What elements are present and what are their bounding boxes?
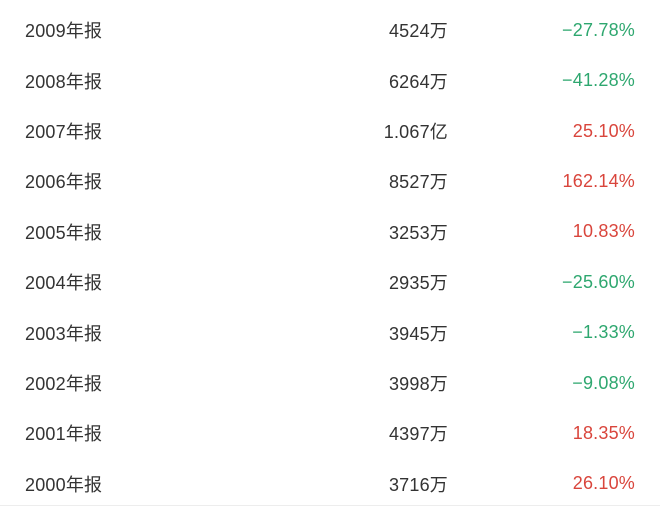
report-period: 2007年报 (25, 122, 103, 143)
report-row[interactable]: 2007年报 1.067亿 25.10% (25, 106, 635, 156)
report-period: 2006年报 (25, 172, 103, 193)
report-change-percent: 162.14% (562, 170, 635, 191)
report-change-percent: −27.78% (562, 19, 635, 40)
report-value: 3945万 (388, 323, 448, 344)
report-change-percent: 26.10% (572, 473, 635, 494)
report-value: 4397万 (388, 424, 448, 445)
report-period: 2003年报 (25, 323, 103, 344)
report-period: 2000年报 (25, 474, 103, 495)
report-value: 3716万 (388, 474, 448, 495)
report-change-percent: −41.28% (562, 70, 635, 91)
report-change-percent: 25.10% (572, 120, 635, 141)
report-value: 6264万 (388, 71, 448, 92)
report-row[interactable]: 2005年报 3253万 10.83% (25, 207, 635, 257)
report-value: 4524万 (388, 21, 448, 42)
report-value: 3253万 (388, 222, 448, 243)
report-row[interactable]: 2009年报 4524万 −27.78% (25, 5, 635, 55)
report-period: 2009年报 (25, 21, 103, 42)
report-change-percent: −9.08% (572, 372, 635, 393)
report-period: 2004年报 (25, 273, 103, 294)
report-period: 2008年报 (25, 71, 103, 92)
report-row[interactable]: 2001年报 4397万 18.35% (25, 408, 635, 458)
report-change-percent: −1.33% (572, 322, 635, 343)
report-row[interactable]: 2003年报 3945万 −1.33% (25, 307, 635, 357)
report-row[interactable]: 2006年报 8527万 162.14% (25, 156, 635, 206)
report-row[interactable]: 2008年报 6264万 −41.28% (25, 55, 635, 105)
report-change-percent: 18.35% (572, 422, 635, 443)
report-value: 3998万 (388, 374, 448, 395)
report-row[interactable]: 2002年报 3998万 −9.08% (25, 358, 635, 408)
report-value: 1.067亿 (383, 122, 448, 143)
report-period: 2005年报 (25, 222, 103, 243)
report-row[interactable]: 2000年报 3716万 26.10% (25, 459, 635, 509)
report-period: 2002年报 (25, 374, 103, 395)
report-value: 2935万 (388, 273, 448, 294)
report-value: 8527万 (388, 172, 448, 193)
bottom-divider (0, 505, 660, 506)
report-change-percent: 10.83% (572, 221, 635, 242)
report-change-percent: −25.60% (562, 271, 635, 292)
report-row[interactable]: 2004年报 2935万 −25.60% (25, 257, 635, 307)
report-period: 2001年报 (25, 424, 103, 445)
